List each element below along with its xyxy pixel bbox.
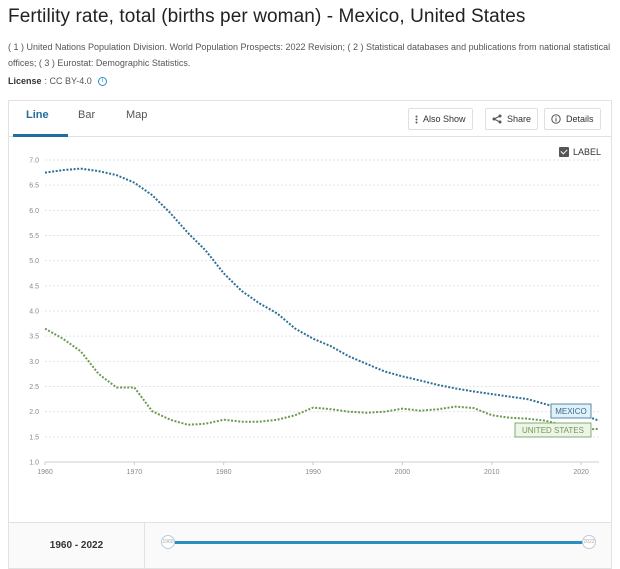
x-tick-label: 2000 (395, 469, 411, 476)
y-tick-label: 6.0 (29, 208, 39, 215)
y-tick-label: 2.5 (29, 384, 39, 391)
more-vertical-icon (415, 115, 418, 123)
y-tick-label: 2.0 (29, 409, 39, 416)
series-line-united-states (44, 327, 600, 431)
source-citation: ( 1 ) United Nations Population Division… (8, 42, 611, 68)
x-tick-label: 1990 (305, 469, 321, 476)
y-tick-label: 4.5 (29, 283, 39, 290)
page-title: Fertility rate, total (births per woman)… (8, 6, 526, 27)
tab-map[interactable]: Map (126, 109, 148, 121)
label-toggle-text: LABEL (572, 147, 601, 157)
y-tick-label: 3.0 (29, 359, 39, 366)
series-label-box (550, 403, 592, 419)
series-label-text: MEXICO (555, 407, 587, 416)
year-range-label: 1960 - 2022 (9, 523, 145, 568)
tab-bar[interactable]: Bar (78, 109, 96, 121)
active-tab-indicator (13, 134, 68, 137)
year-range-slider[interactable] (169, 541, 589, 544)
details-button[interactable]: Details (544, 108, 601, 130)
x-tick-label: 1980 (216, 469, 232, 476)
label-toggle[interactable]: LABEL (558, 147, 601, 157)
also-show-button[interactable]: Also Show (408, 108, 473, 130)
info-icon[interactable]: i (97, 76, 107, 86)
also-show-label: Also Show (423, 114, 466, 124)
series-label-united-states: UNITED STATES (514, 422, 592, 438)
chart-tabs: Line Bar Map Also Show Share Details (9, 101, 611, 137)
x-tick-label: 1970 (127, 469, 143, 476)
share-icon (492, 114, 502, 124)
x-tick-label: 2020 (573, 469, 589, 476)
line-chart: 1.0 1.5 2.0 2.5 3.0 3.5 4.0 4.5 5.0 5.5 6.0 6.5 7.0 1… (29, 158, 600, 476)
slider-end-handle[interactable]: 2022 (582, 535, 596, 549)
license-label: License (8, 76, 42, 86)
y-tick-label: 3.5 (29, 334, 39, 341)
checkbox-checked-icon[interactable] (558, 147, 569, 157)
y-tick-label: 7.0 (29, 158, 39, 165)
series-label-text: UNITED STATES (522, 426, 584, 435)
tab-line[interactable]: Line (26, 109, 49, 121)
y-tick-label: 1.0 (29, 460, 39, 467)
y-tick-label: 5.5 (29, 233, 39, 240)
y-tick-label: 5.0 (29, 258, 39, 265)
range-bar: 1960 - 2022 1960 2022 (8, 522, 612, 569)
share-button[interactable]: Share (485, 108, 539, 130)
license-value[interactable]: : CC BY-4.0 (44, 76, 92, 86)
y-tick-label: 1.5 (29, 434, 39, 441)
x-tick-label: 1960 (37, 469, 53, 476)
license-row: License : CC BY-4.0 i (8, 76, 107, 86)
y-tick-label: 6.5 (29, 183, 39, 190)
series-line-mexico (44, 167, 600, 422)
share-label: Share (507, 114, 532, 124)
info-circle-icon (551, 114, 561, 124)
chart-panel: Line Bar Map Also Show Share Details LAB… (8, 100, 612, 569)
y-tick-label: 4.0 (29, 309, 39, 316)
x-tick-label: 2010 (484, 469, 500, 476)
series-label-box (514, 422, 592, 438)
slider-start-handle[interactable]: 1960 (161, 535, 175, 549)
details-label: Details (566, 114, 594, 124)
series-label-mexico: MEXICO (550, 403, 592, 419)
